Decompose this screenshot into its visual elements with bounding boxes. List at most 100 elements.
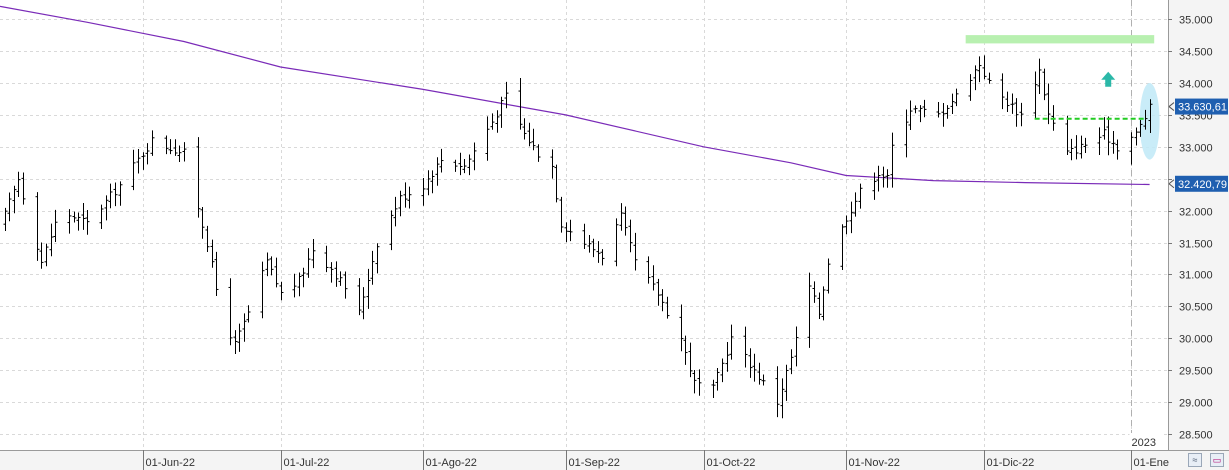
ohlc-bar	[150, 130, 155, 156]
y-tick-label: 34.000	[1179, 79, 1213, 91]
price-tag-label: 33.630,61	[1178, 102, 1227, 114]
ohlc-bar	[228, 278, 233, 346]
ohlc-bar	[375, 243, 380, 274]
ohlc-bar	[269, 256, 274, 276]
ohlc-bar	[279, 281, 284, 301]
up-arrow-icon	[1101, 71, 1116, 87]
ohlc-bar	[260, 261, 265, 319]
ohlc-bar	[1069, 138, 1074, 161]
price-tag-background	[1175, 175, 1228, 192]
ohlc-bar	[182, 142, 187, 162]
ohlc-bar	[421, 177, 426, 206]
y-tick-label: 31.500	[1179, 239, 1213, 251]
ohlc-bar	[407, 186, 412, 209]
ohlc-bar	[1102, 117, 1107, 140]
y-tick-label: 30.000	[1179, 334, 1213, 346]
window-icon: ▭	[1212, 455, 1222, 465]
ohlc-bar	[633, 232, 638, 271]
ohlc-bar	[329, 262, 334, 283]
ohlc-bar	[168, 139, 173, 155]
ohlc-bar	[67, 209, 72, 234]
ohlc-bar	[890, 132, 895, 188]
x-tick-label: 01-Oct-22	[707, 457, 756, 469]
ohlc-bar	[49, 223, 54, 257]
ohlc-bar	[564, 222, 569, 243]
ohlc-bar	[683, 335, 688, 365]
ohlc-bar	[968, 74, 973, 101]
price-tag-pointer	[1168, 102, 1175, 111]
ohlc-bar	[977, 56, 982, 83]
ohlc-bar	[725, 341, 730, 372]
ohlc-bar	[1033, 71, 1038, 119]
ohlc-bar	[1083, 137, 1088, 153]
ohlc-bar	[311, 239, 316, 269]
ohlc-bar	[1129, 132, 1134, 165]
ohlc-bar	[242, 313, 247, 342]
ohlc-bar	[435, 157, 440, 186]
ohlc-bar	[982, 55, 987, 80]
ohlc-bar	[807, 272, 812, 348]
ohlc-bar	[1097, 127, 1102, 156]
ohlc-bar	[462, 159, 467, 174]
ohlc-bar	[467, 154, 472, 176]
ohlc-bar	[794, 326, 799, 367]
ohlc-bar	[85, 209, 90, 235]
ohlc-bar	[499, 96, 504, 128]
ohlc-bar	[113, 182, 118, 207]
ohlc-bar	[108, 183, 113, 209]
ohlc-bar	[490, 113, 495, 130]
ohlc-bar	[908, 100, 913, 131]
ohlc-bar	[1111, 130, 1116, 154]
window-restore-button[interactable]: ▭	[1210, 453, 1224, 467]
ohlc-bar	[324, 245, 329, 273]
ohlc-bar	[973, 65, 978, 91]
scale-toggle-button[interactable]: ≈	[1188, 453, 1202, 467]
ohlc-bar	[393, 196, 398, 227]
ohlc-bar	[177, 145, 182, 163]
ohlc-bar	[812, 281, 817, 303]
ohlc-bar	[692, 370, 697, 394]
ohlc-bar	[173, 139, 178, 156]
ohlc-bar	[343, 271, 348, 299]
ohlc-bar	[136, 148, 141, 174]
ohlc-bar	[559, 196, 564, 233]
ohlc-bar	[44, 243, 49, 267]
ohlc-bar	[458, 152, 463, 176]
x-tick-label: 01-Jul-22	[284, 457, 330, 469]
y-tick-label: 28.500	[1179, 430, 1213, 442]
ohlc-bar	[582, 223, 587, 250]
ohlc-bar	[233, 330, 238, 355]
ohlc-bar	[720, 358, 725, 383]
ohlc-bar	[237, 323, 242, 352]
ohlc-bar	[881, 166, 886, 188]
ohlc-bar	[752, 353, 757, 382]
ohlc-bar	[297, 272, 302, 297]
ohlc-bar	[821, 286, 826, 321]
ohlc-bar	[196, 137, 201, 218]
y-tick-label: 34.500	[1179, 47, 1213, 59]
ohlc-bar	[7, 192, 12, 222]
ohlc-bar	[81, 202, 86, 230]
ohlc-bar	[1143, 109, 1148, 130]
ohlc-bar	[918, 105, 923, 123]
ohlc-bar	[651, 265, 656, 291]
ohlc-bar	[950, 93, 955, 115]
ohlc-bar	[697, 369, 702, 396]
ohlc-bar	[954, 88, 959, 107]
ohlc-bar	[596, 241, 601, 263]
ohlc-bar	[1115, 139, 1120, 160]
ohlc-bar	[591, 238, 596, 258]
ohlc-bar	[1106, 116, 1111, 156]
ohlc-bar	[200, 206, 205, 239]
highlight-ellipse	[1139, 82, 1160, 160]
ohlc-bar	[619, 203, 624, 231]
ohlc-bar	[210, 239, 215, 268]
ohlc-bar	[789, 349, 794, 375]
ohlc-bar	[1000, 73, 1005, 110]
ohlc-bar	[945, 105, 950, 119]
ohlc-bar	[849, 201, 854, 234]
x-tick-label: 01-Ene	[1134, 457, 1169, 469]
